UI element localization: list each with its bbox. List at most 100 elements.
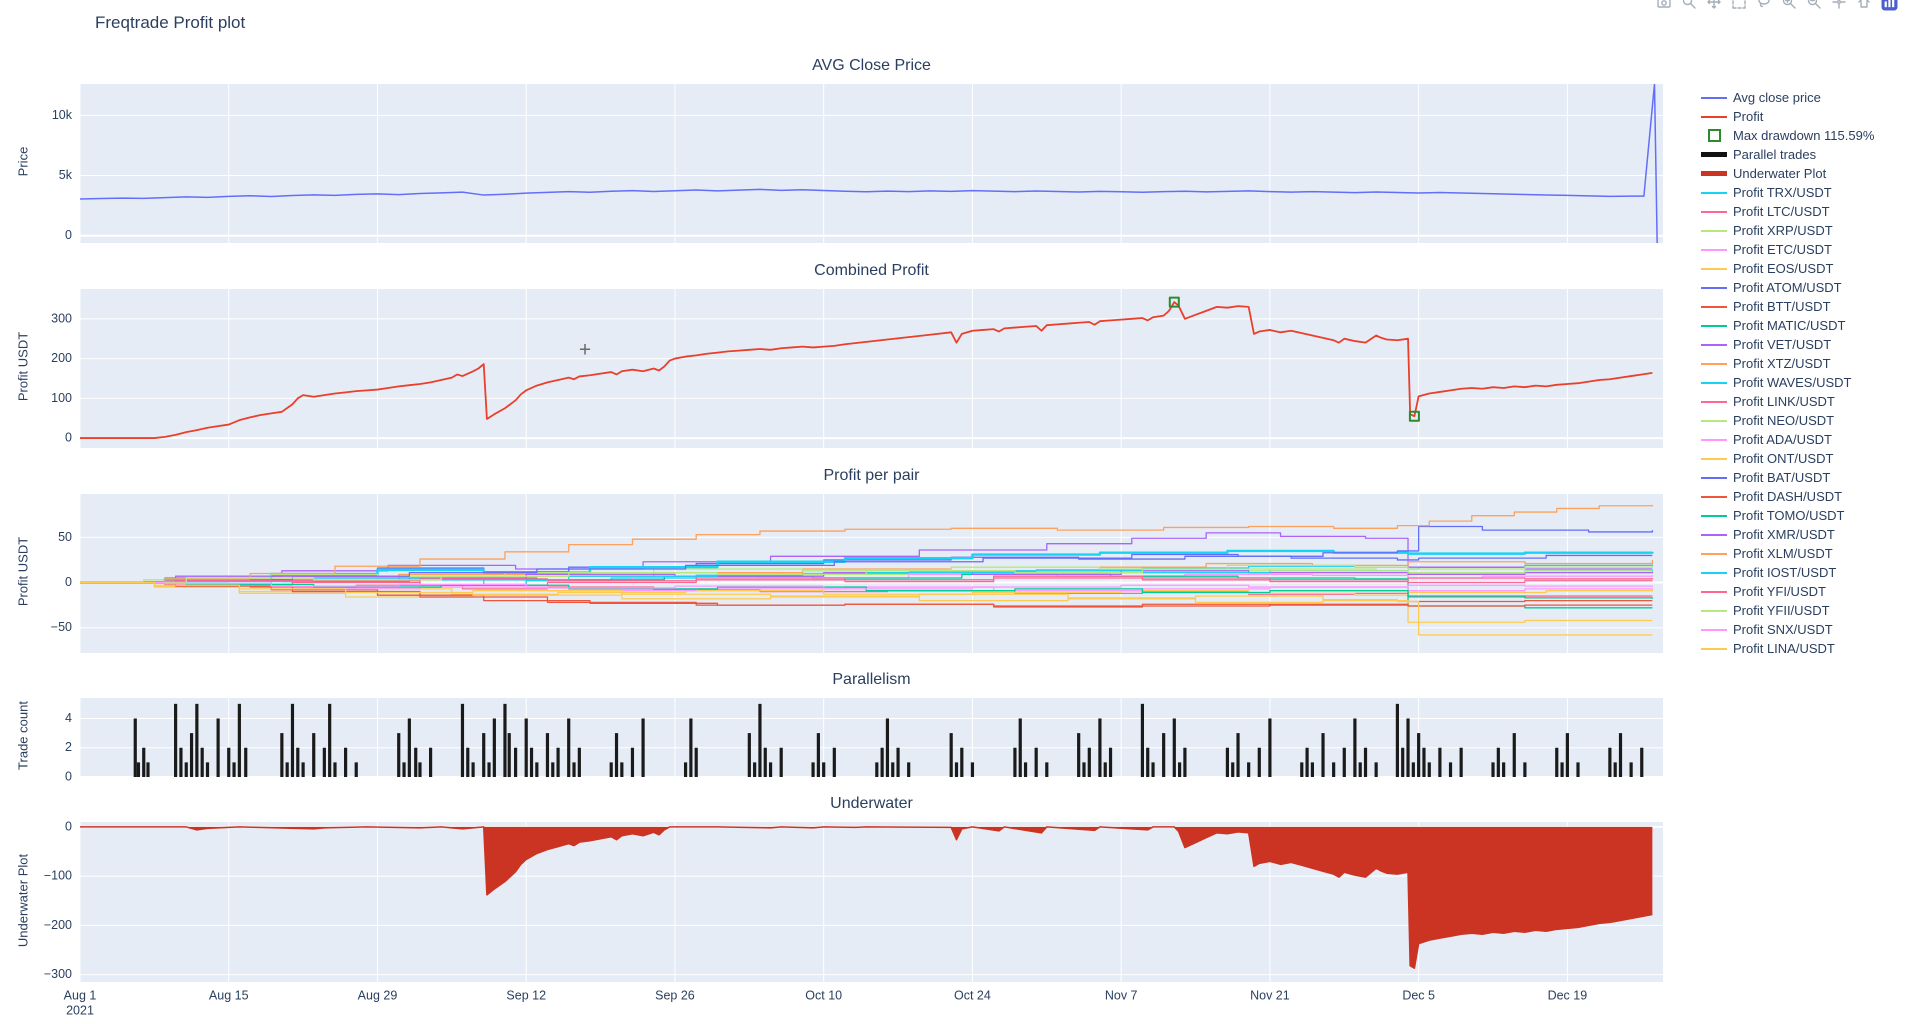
legend-label: Profit <box>1733 109 1764 125</box>
legend-line-swatch-icon <box>1701 647 1727 650</box>
legend-item[interactable]: Profit YFII/USDT <box>1701 603 1874 619</box>
camera-icon[interactable] <box>1653 0 1675 13</box>
legend-item[interactable]: Profit WAVES/USDT <box>1701 375 1874 391</box>
legend-label: Profit BAT/USDT <box>1733 470 1831 486</box>
legend-label: Profit TRX/USDT <box>1733 185 1832 201</box>
legend-label: Profit LTC/USDT <box>1733 204 1830 220</box>
legend-line-swatch-icon <box>1701 229 1727 232</box>
subplot-title-underwater: Underwater <box>830 795 913 812</box>
legend-item[interactable]: Profit BTT/USDT <box>1701 299 1874 315</box>
legend-line-swatch-icon <box>1701 191 1727 194</box>
legend-item[interactable]: Profit <box>1701 109 1874 125</box>
zoom-out-icon[interactable] <box>1803 0 1825 13</box>
legend-line-swatch-icon <box>1701 438 1727 441</box>
legend-item[interactable]: Profit XLM/USDT <box>1701 546 1874 562</box>
legend-item[interactable]: Parallel trades <box>1701 147 1874 163</box>
legend-line-swatch-icon <box>1701 324 1727 327</box>
yaxis-label-trade-count: Trade count <box>15 701 31 770</box>
legend-item[interactable]: Profit XMR/USDT <box>1701 527 1874 543</box>
legend: Avg close price Profit Max drawdown 115.59… <box>1701 90 1874 657</box>
legend-line-swatch-icon <box>1701 381 1727 384</box>
legend-item[interactable]: Profit XRP/USDT <box>1701 223 1874 239</box>
legend-item[interactable]: Profit NEO/USDT <box>1701 413 1874 429</box>
zoom-icon[interactable] <box>1678 0 1700 13</box>
legend-item[interactable]: Profit ONT/USDT <box>1701 451 1874 467</box>
legend-item[interactable]: Max drawdown 115.59% <box>1701 128 1874 144</box>
legend-item[interactable]: Profit SNX/USDT <box>1701 622 1874 638</box>
legend-label: Profit BTT/USDT <box>1733 299 1831 315</box>
legend-label: Profit IOST/USDT <box>1733 565 1837 581</box>
legend-line-swatch-icon <box>1701 552 1727 555</box>
legend-line-swatch-icon <box>1701 248 1727 251</box>
legend-line-swatch-icon <box>1701 514 1727 517</box>
legend-line-swatch-icon <box>1701 609 1727 612</box>
legend-label: Profit VET/USDT <box>1733 337 1832 353</box>
autoscale-icon[interactable] <box>1828 0 1850 13</box>
legend-line-swatch-icon <box>1701 152 1727 158</box>
legend-item[interactable]: Profit YFI/USDT <box>1701 584 1874 600</box>
legend-line-swatch-icon <box>1701 267 1727 270</box>
legend-label: Profit DASH/USDT <box>1733 489 1843 505</box>
subplot-title-avg-close-price: AVG Close Price <box>812 57 931 74</box>
legend-label: Profit ETC/USDT <box>1733 242 1832 258</box>
legend-item[interactable]: Profit LTC/USDT <box>1701 204 1874 220</box>
legend-line-swatch-icon <box>1701 533 1727 536</box>
box-select-icon[interactable] <box>1728 0 1750 13</box>
legend-line-swatch-icon <box>1701 115 1727 118</box>
legend-item[interactable]: Profit ATOM/USDT <box>1701 280 1874 296</box>
legend-label: Profit YFII/USDT <box>1733 603 1830 619</box>
legend-label: Avg close price <box>1733 90 1821 106</box>
legend-item[interactable]: Profit ADA/USDT <box>1701 432 1874 448</box>
legend-line-swatch-icon <box>1701 495 1727 498</box>
subplot-title-combined-profit: Combined Profit <box>814 262 929 279</box>
max-drawdown-marker-icon <box>1708 129 1721 143</box>
yaxis-label-price: Price <box>15 146 31 177</box>
subplot-title-profit-per-pair: Profit per pair <box>823 467 920 484</box>
legend-item[interactable]: Profit MATIC/USDT <box>1701 318 1874 334</box>
lasso-icon[interactable] <box>1753 0 1775 13</box>
reset-axes-icon[interactable] <box>1853 0 1875 13</box>
legend-label: Profit NEO/USDT <box>1733 413 1835 429</box>
legend-item[interactable]: Profit ETC/USDT <box>1701 242 1874 258</box>
legend-item[interactable]: Profit LINA/USDT <box>1701 641 1874 657</box>
legend-line-swatch-icon <box>1701 171 1727 177</box>
legend-item[interactable]: Profit DASH/USDT <box>1701 489 1874 505</box>
legend-item[interactable]: Profit XTZ/USDT <box>1701 356 1874 372</box>
legend-line-swatch-icon <box>1701 343 1727 346</box>
legend-label: Underwater Plot <box>1733 166 1827 182</box>
legend-item[interactable]: Underwater Plot <box>1701 166 1874 182</box>
plot-canvas[interactable] <box>0 0 1680 1024</box>
pan-icon[interactable] <box>1703 0 1725 13</box>
plotly-logo-icon[interactable] <box>1878 0 1900 13</box>
legend-line-swatch-icon <box>1701 476 1727 479</box>
legend-line-swatch-icon <box>1701 571 1727 574</box>
yaxis-label-underwater-plot: Underwater Plot <box>15 853 31 948</box>
legend-line-swatch-icon <box>1701 96 1727 99</box>
legend-item[interactable]: Profit TOMO/USDT <box>1701 508 1874 524</box>
legend-item[interactable]: Profit VET/USDT <box>1701 337 1874 353</box>
legend-label: Profit ONT/USDT <box>1733 451 1834 467</box>
legend-item[interactable]: Profit TRX/USDT <box>1701 185 1874 201</box>
legend-label: Max drawdown 115.59% <box>1733 128 1875 144</box>
legend-label: Profit ADA/USDT <box>1733 432 1832 448</box>
modebar <box>1653 0 1900 13</box>
legend-item[interactable]: Avg close price <box>1701 90 1874 106</box>
yaxis-label-profit-usdt-1: Profit USDT <box>15 331 31 402</box>
legend-item[interactable]: Profit BAT/USDT <box>1701 470 1874 486</box>
legend-item[interactable]: Profit EOS/USDT <box>1701 261 1874 277</box>
legend-label: Profit LINK/USDT <box>1733 394 1835 410</box>
legend-item[interactable]: Profit IOST/USDT <box>1701 565 1874 581</box>
legend-line-swatch-icon <box>1701 286 1727 289</box>
zoom-in-icon[interactable] <box>1778 0 1800 13</box>
legend-label: Profit TOMO/USDT <box>1733 508 1845 524</box>
legend-line-swatch-icon <box>1701 305 1727 308</box>
legend-label: Profit XLM/USDT <box>1733 546 1833 562</box>
legend-line-swatch-icon <box>1701 457 1727 460</box>
legend-item[interactable]: Profit LINK/USDT <box>1701 394 1874 410</box>
legend-label: Profit SNX/USDT <box>1733 622 1833 638</box>
legend-line-swatch-icon <box>1701 628 1727 631</box>
legend-line-swatch-icon <box>1701 400 1727 403</box>
legend-label: Profit ATOM/USDT <box>1733 280 1842 296</box>
